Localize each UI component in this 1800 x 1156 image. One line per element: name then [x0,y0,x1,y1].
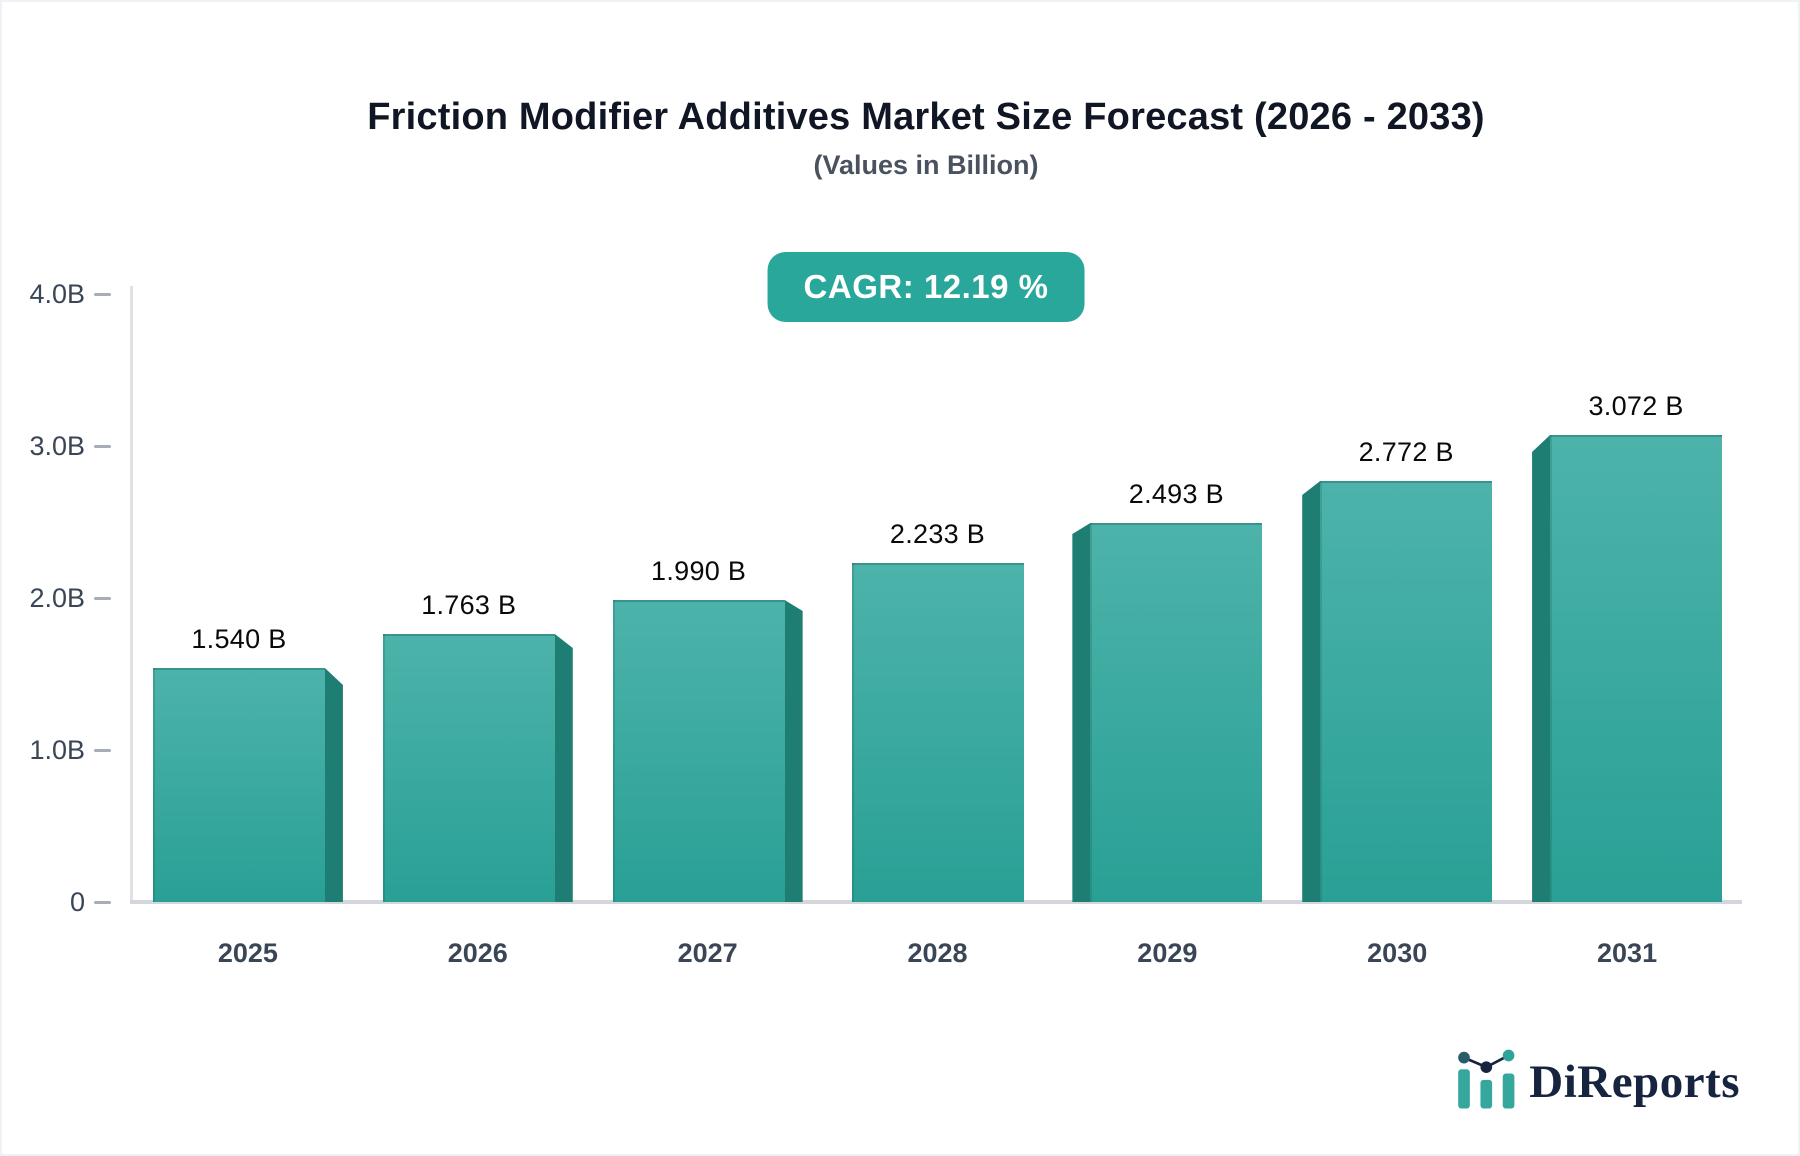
y-tick-label: 0 [69,887,85,917]
bar-value-label: 3.072 B [1588,391,1684,421]
y-tick-label: 4.0B [29,279,85,309]
y-tick-label: 3.0B [29,431,85,461]
bar-value-label: 1.763 B [421,590,517,620]
x-tick-label: 2027 [677,938,738,968]
bar-2026 [382,634,555,902]
direports-logo: DiReports [1455,1040,1740,1124]
chart-title: Friction Modifier Additives Market Size … [367,96,1485,138]
bar-2029 [1090,523,1263,902]
bar-value-label: 1.990 B [651,556,747,586]
bar-2030 [1320,481,1493,902]
chart-subtitle: (Values in Billion) [813,150,1039,180]
bar-2025 [152,668,325,902]
x-axis-line [130,900,1742,904]
bar-value-label: 2.772 B [1358,437,1454,467]
y-tick-label: 1.0B [29,735,85,765]
x-tick-label: 2026 [447,938,508,968]
bar-3d-side [554,634,573,902]
bar-3d-side [1072,523,1091,902]
y-tick-mark [94,900,111,904]
x-tick-label: 2025 [217,938,278,968]
cagr-badge: CAGR: 12.19 % [767,252,1085,322]
x-tick-label: 2031 [1597,938,1658,968]
bar-2031 [1550,435,1723,902]
y-tick-mark [94,292,111,296]
bar-3d-side [1532,435,1551,902]
bar-chart-with-trend-dots-icon [1458,1049,1515,1109]
bar-3d-side [324,668,343,902]
bar-2028 [851,563,1024,902]
bar-3d-side [1302,481,1321,902]
bar-3d-side [784,600,803,902]
direports-logo-text: DiReports [1529,1056,1740,1108]
bar-2027 [612,600,785,902]
y-tick-mark [94,748,111,752]
x-tick-label: 2029 [1137,938,1198,968]
y-tick-label: 2.0B [29,583,85,613]
bar-value-label: 2.233 B [889,519,986,549]
y-tick-mark [94,596,111,600]
bar-value-label: 2.493 B [1128,479,1224,509]
bar-value-label: 1.540 B [191,624,287,654]
x-tick-label: 2028 [907,938,968,968]
y-axis-line [130,286,133,904]
y-tick-mark [94,444,111,448]
x-tick-label: 2030 [1367,938,1428,968]
